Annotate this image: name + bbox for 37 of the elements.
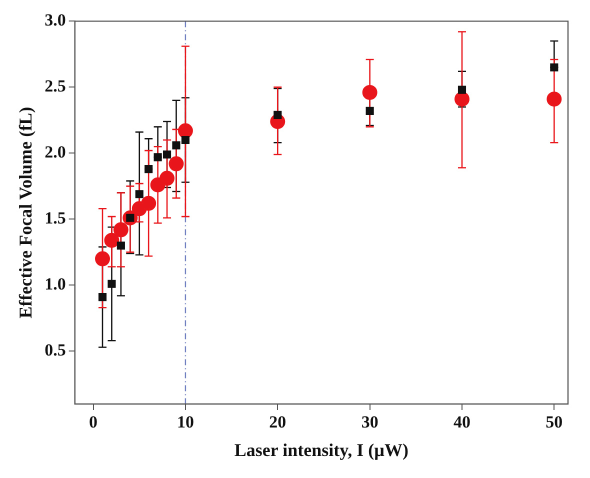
point (144, 165, 153, 174)
point (113, 222, 128, 238)
point (160, 170, 175, 186)
point (104, 232, 120, 248)
y-tick-label: 2.0 (44, 142, 66, 162)
point (154, 153, 162, 162)
point (178, 123, 193, 138)
point (454, 92, 470, 107)
point (362, 84, 378, 100)
point (116, 242, 125, 250)
point (168, 156, 184, 172)
y-tick-label: 1.5 (44, 208, 66, 228)
x-tick-label: 30 (361, 412, 378, 432)
point (458, 86, 466, 94)
x-tick-label: 0 (89, 412, 98, 432)
x-axis-title: Laser intensity, I (µW) (234, 440, 408, 460)
point (550, 63, 558, 72)
y-tick-label: 0.5 (44, 340, 66, 360)
x-tick-label: 40 (453, 412, 470, 432)
y-axis-title: Effective Focal Volume (fL) (15, 106, 36, 318)
point (98, 293, 107, 302)
point (172, 141, 180, 150)
point (141, 196, 156, 211)
point (108, 280, 116, 288)
point (135, 190, 144, 198)
point (162, 150, 172, 159)
x-tick-label: 20 (269, 412, 286, 432)
x-tick-label: 10 (176, 412, 194, 432)
point (181, 136, 190, 144)
y-tick-label: 1.0 (44, 274, 66, 294)
y-tick-label: 2.5 (44, 76, 66, 96)
point (95, 251, 110, 266)
point (366, 106, 374, 115)
y-tick-label: 3.0 (44, 10, 66, 30)
x-tick-label: 50 (546, 412, 563, 432)
point (274, 110, 282, 119)
point (546, 92, 562, 107)
